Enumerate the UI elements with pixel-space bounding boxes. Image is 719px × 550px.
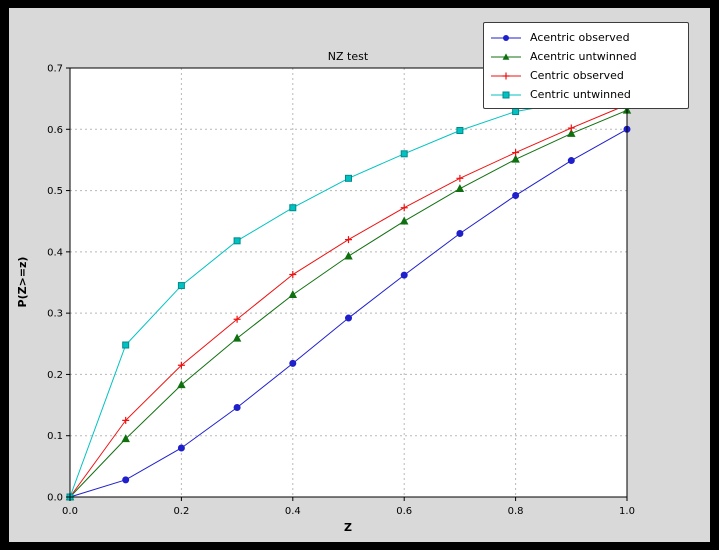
legend-sample-line [491,72,521,79]
legend-sample-line [491,34,521,41]
series-centric-observed-marker [122,416,130,424]
series-centric-untwinned-marker [289,204,297,212]
series-acentric-observed-marker [345,314,352,322]
series-acentric-untwinned-marker [344,251,353,260]
series-centric-observed-marker [345,236,352,244]
series-centric-observed-marker [233,315,241,323]
series-acentric-observed-marker [456,229,464,237]
series-acentric-observed-marker [122,476,130,484]
series-acentric-untwinned-marker [232,333,242,342]
series-centric-untwinned-marker [512,108,520,116]
series-centric-observed-marker [512,149,520,157]
chart: 0.0 0.2 0.4 0.6 0.8 1.0 0.0 0.1 0.2 0.3 0.4 0.5 0.6 0… [16,50,635,534]
plus-marker-icon [502,72,510,79]
x-tick-label: 0.4 [285,506,301,517]
plot-title: NZ test [328,50,369,63]
y-tick-label: 0.2 [47,370,63,381]
series-centric-observed-marker [456,174,464,182]
legend-sample-line [491,91,521,98]
legend-item: Acentric untwinned [490,47,682,66]
series-acentric-untwinned-marker [288,290,298,299]
series-centric-untwinned-marker [177,282,185,290]
x-tick-label: 1.0 [619,506,635,517]
series-acentric-observed-marker [400,271,408,279]
y-axis-label: P(Z>=z) [16,257,29,308]
x-tick-label: 0.0 [62,506,78,517]
series-acentric-untwinned-marker [399,216,409,225]
legend-item: Acentric observed [490,28,682,47]
series-acentric-observed-marker [233,404,241,412]
series-centric-observed-marker [289,271,297,279]
y-tick-label: 0.7 [47,64,63,75]
series-centric-untwinned-marker [233,237,241,245]
axes-frame [69,67,628,498]
x-tick-label: 0.6 [396,506,412,517]
y-tick-label: 0.5 [47,186,63,197]
series-acentric-untwinned-marker [567,128,576,137]
series-acentric-untwinned-marker [511,154,520,163]
square-marker-icon [502,91,510,98]
y-tick-label: 0.0 [47,493,63,504]
triangle-marker-icon [502,52,510,60]
plot-area [70,68,627,497]
x-tick-label: 0.2 [173,506,189,517]
x-tick-label: 0.8 [508,506,524,517]
series-centric-observed-marker [400,204,408,212]
y-tick-label: 0.4 [47,247,63,258]
x-axis-label: Z [344,521,352,534]
legend: Acentric observed Acentric untwinned Centr… [483,22,689,109]
legend-label: Acentric observed [530,31,630,44]
series-centric-untwinned-marker [122,341,130,349]
legend-label: Centric untwinned [530,88,631,101]
series-centric-observed-marker [177,361,185,369]
legend-label: Acentric untwinned [530,50,637,63]
y-tick-label: 0.1 [47,431,63,442]
series-acentric-observed-marker [177,444,185,452]
series-acentric-untwinned-marker [177,380,186,389]
legend-sample-line [491,52,521,60]
series-acentric-observed-marker [512,191,520,199]
series-acentric-untwinned-marker [455,184,465,193]
series-centric-untwinned-marker [456,127,464,135]
series-centric-observed-marker [567,124,575,132]
circle-marker-icon [503,34,509,41]
y-tick-label: 0.6 [47,125,63,136]
series-acentric-observed-marker [567,157,575,165]
series-centric-untwinned-marker [400,150,408,158]
series-acentric-observed-marker [289,359,297,367]
series-acentric-untwinned-marker [121,434,130,443]
y-tick-label: 0.3 [47,309,63,320]
legend-item: Centric untwinned [490,85,682,104]
legend-item: Centric observed [490,66,682,85]
figure-canvas: 0.0 0.2 0.4 0.6 0.8 1.0 0.0 0.1 0.2 0.3 0.4 0.5 0.6 0… [9,8,710,542]
legend-label: Centric observed [530,69,624,82]
series-centric-untwinned-marker [345,174,352,182]
